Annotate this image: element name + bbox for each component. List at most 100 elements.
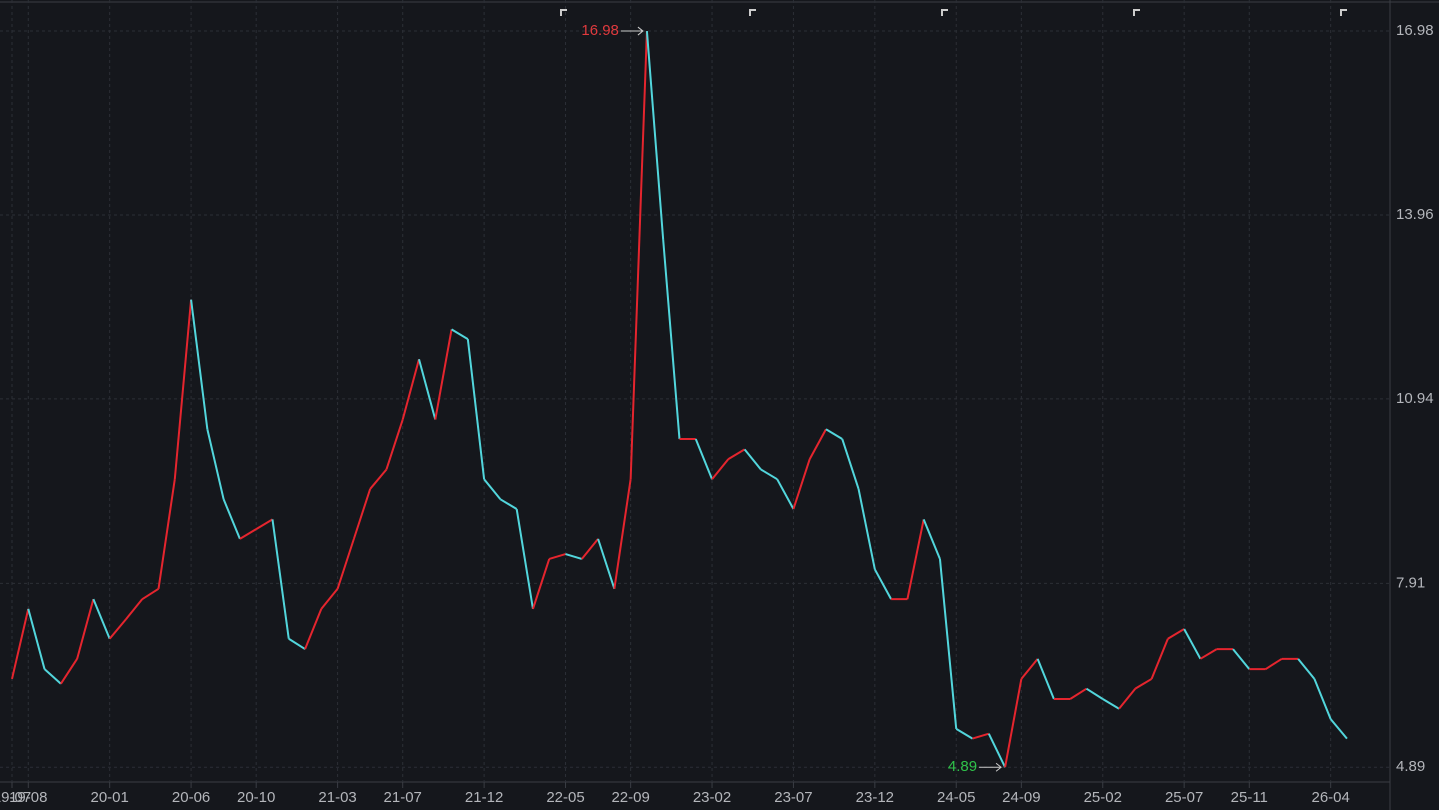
x-tick-label: 23-12 [856, 789, 894, 806]
price-segment [1020, 658, 1039, 680]
y-tick-label: 16.98 [1396, 22, 1434, 39]
price-segment [352, 488, 372, 540]
price-segment [694, 438, 713, 480]
price-segment [906, 519, 925, 600]
price-segment [597, 538, 616, 590]
price-segment [385, 419, 404, 470]
price-segment [841, 438, 860, 490]
x-tick-label: 23-02 [693, 789, 731, 806]
price-segment [288, 637, 306, 650]
price-segment [613, 479, 632, 589]
x-tick-label: 25-11 [1231, 789, 1268, 806]
price-segment [711, 458, 730, 480]
x-tick-label: 25-02 [1084, 789, 1122, 806]
x-tick-label: 24-09 [1002, 789, 1040, 806]
y-tick-label: 7.91 [1396, 574, 1425, 591]
price-segment [792, 458, 811, 510]
price-segment [336, 538, 355, 590]
price-segment [499, 498, 518, 510]
price-segment [581, 538, 599, 560]
price-segment [1036, 658, 1055, 700]
x-tick-label: 26-04 [1311, 789, 1349, 806]
x-tick-label: 19-07 [0, 789, 31, 806]
x-tick-label: 20-10 [237, 789, 275, 806]
price-segment [466, 339, 486, 480]
price-segment [43, 668, 62, 685]
price-segment [304, 608, 323, 650]
price-segment [1118, 688, 1137, 710]
price-segment [369, 468, 388, 490]
price-segment [662, 239, 681, 440]
price-segment [1069, 687, 1088, 700]
price-segment [27, 608, 46, 670]
price-segment [1329, 718, 1348, 740]
price-segment [515, 508, 534, 610]
price-segment [11, 608, 30, 680]
price-segment [1004, 678, 1023, 768]
price-segment [483, 478, 502, 500]
price-segment [532, 558, 551, 610]
price-segment [743, 448, 762, 471]
x-tick-label: 25-07 [1165, 789, 1203, 806]
price-segment [825, 428, 843, 440]
price-segment [857, 488, 876, 570]
price-segment [222, 498, 241, 540]
price-segment [1265, 657, 1283, 671]
price-segment [1183, 628, 1202, 660]
y-tick-label: 4.89 [1396, 758, 1425, 775]
price-segment [271, 519, 290, 639]
price-segment [434, 329, 453, 420]
x-tick-label: 20-01 [90, 789, 128, 806]
price-segment [60, 658, 78, 685]
price-segment [808, 428, 827, 460]
annotation-arrowhead [995, 762, 1002, 772]
price-segment [320, 588, 339, 610]
price-segment [873, 568, 892, 600]
price-segment [1313, 678, 1332, 720]
x-tick-label: 21-12 [465, 789, 503, 806]
price-segment [401, 358, 420, 420]
price-segment [760, 468, 778, 481]
price-segment [206, 429, 225, 500]
price-segment [629, 31, 648, 480]
price-segment [645, 30, 665, 240]
x-tick-label: 19-08 [9, 789, 47, 806]
price-segment [1199, 648, 1218, 660]
x-tick-label: 20-06 [172, 789, 210, 806]
x-tick-label: 22-05 [546, 789, 584, 806]
x-tick-label: 21-03 [318, 789, 356, 806]
price-segment [922, 519, 941, 560]
annotation-label: 16.98 [581, 22, 619, 39]
price-segment [239, 528, 257, 540]
price-segment [108, 618, 127, 640]
x-tick-label: 22-09 [611, 789, 649, 806]
price-segment [76, 598, 95, 660]
y-tick-label: 10.94 [1396, 390, 1434, 407]
y-tick-label: 13.96 [1396, 206, 1434, 223]
price-segment [92, 598, 111, 640]
price-segment [1134, 678, 1153, 690]
price-segment [1167, 628, 1185, 640]
x-tick-label: 24-05 [937, 789, 975, 806]
price-segment [548, 553, 566, 560]
price-segment [955, 727, 974, 740]
price-segment [255, 518, 273, 530]
x-tick-label: 21-07 [384, 789, 422, 806]
price-segment [418, 358, 437, 420]
price-segment [1150, 638, 1169, 680]
price-segment [565, 553, 583, 560]
price-segment [1232, 648, 1251, 670]
price-segment [727, 448, 746, 460]
price-segment [938, 558, 958, 729]
annotation-arrowhead [637, 26, 644, 36]
annotation-label: 4.89 [948, 758, 977, 775]
price-segment [190, 299, 209, 430]
x-tick-label: 23-07 [774, 789, 812, 806]
price-segment [1085, 687, 1104, 700]
price-segment [173, 299, 193, 480]
price-segment [125, 598, 144, 620]
price-segment [987, 733, 1006, 768]
price-segment [1297, 658, 1316, 680]
